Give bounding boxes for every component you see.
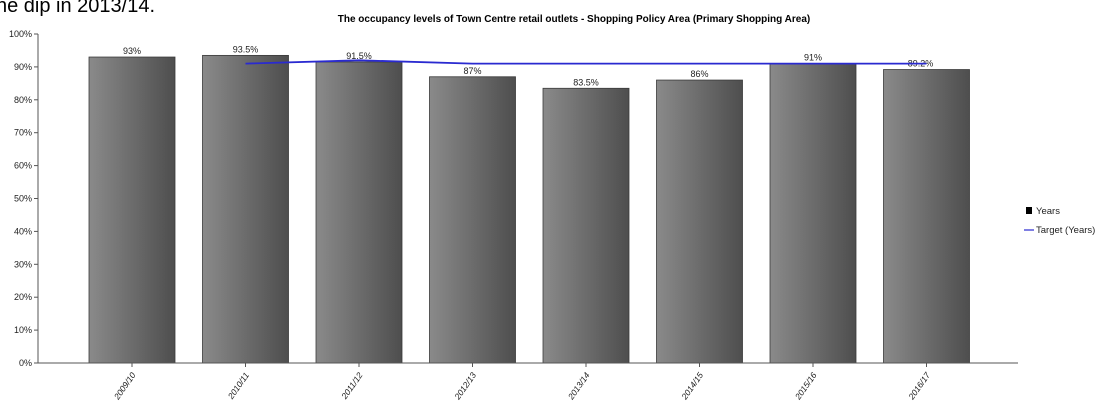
- x-tick-label: 2014/15: [679, 370, 706, 402]
- y-tick-label: 60%: [14, 161, 32, 171]
- bar-data-label: 93%: [123, 46, 141, 56]
- y-tick-label: 90%: [14, 62, 32, 72]
- legend: Years Target (Years): [1024, 206, 1095, 236]
- bar-data-label: 91%: [804, 53, 822, 63]
- bar: [315, 61, 403, 364]
- x-tick-label: 2013/14: [565, 370, 592, 402]
- chart-title: The occupancy levels of Town Centre reta…: [338, 14, 811, 25]
- y-tick-label: 0%: [19, 358, 32, 368]
- bar-data-label: 91.5%: [346, 51, 372, 61]
- y-axis: 0% 10% 20% 30% 40% 50% 60% 70% 80% 90% 100%: [9, 29, 39, 368]
- bar: [769, 63, 857, 364]
- x-tick-label: 2016/17: [906, 370, 933, 402]
- bar-data-label: 87%: [463, 66, 481, 76]
- y-tick-label: 70%: [14, 128, 32, 138]
- y-tick-label: 10%: [14, 325, 32, 335]
- y-tick-label: 100%: [9, 29, 32, 39]
- overflow-text: ne dip in 2013/14.: [0, 0, 155, 17]
- bar-data-label: 83.5%: [573, 77, 599, 87]
- x-tick-label: 2010/11: [225, 370, 251, 401]
- bar-data-label: 93.5%: [233, 44, 259, 54]
- x-axis: 2009/10 2010/11 2011/12 2012/13 2013/14 2014/…: [38, 362, 1018, 402]
- bar-data-label: 86%: [690, 69, 708, 79]
- bar: [542, 87, 630, 364]
- target-line: [245, 59, 927, 65]
- bar: [429, 76, 516, 364]
- y-tick-label: 20%: [14, 292, 32, 302]
- x-tick-label: 2012/13: [452, 370, 479, 402]
- x-tick-label: 2011/12: [339, 370, 365, 401]
- y-tick-label: 50%: [14, 194, 32, 204]
- y-tick-label: 80%: [14, 95, 32, 105]
- legend-label-target: Target (Years): [1036, 225, 1095, 236]
- legend-swatch-years: [1026, 207, 1032, 214]
- x-tick-label: 2009/10: [111, 370, 138, 402]
- bar: [88, 56, 176, 364]
- y-tick-label: 40%: [14, 226, 32, 236]
- target-line-series: [245, 59, 927, 65]
- x-tick-label: 2015/16: [792, 370, 819, 402]
- bar: [656, 79, 743, 364]
- legend-label-years: Years: [1036, 206, 1060, 217]
- bar: [883, 69, 970, 364]
- bar-series: [88, 54, 970, 364]
- bar: [202, 54, 289, 364]
- y-tick-label: 30%: [14, 259, 32, 269]
